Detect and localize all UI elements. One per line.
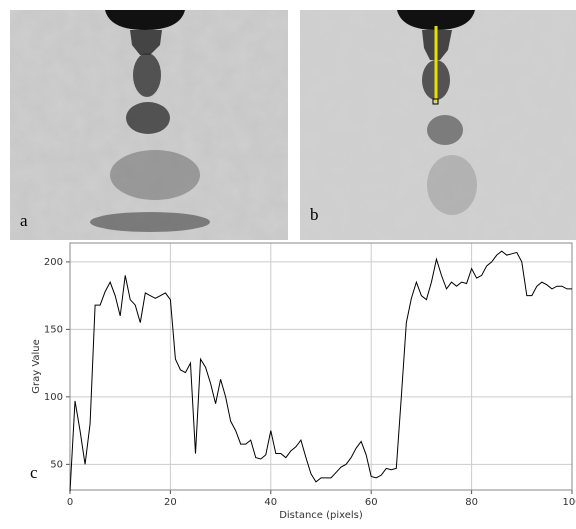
x-tick-label: 20	[164, 497, 177, 508]
x-tick-label: 80	[465, 497, 478, 508]
x-axis-label: Distance (pixels)	[279, 510, 363, 521]
photo-b: b	[300, 10, 576, 240]
photo-a: a	[10, 10, 288, 240]
y-tick-label: 50	[50, 459, 63, 470]
y-tick-label: 150	[44, 324, 63, 335]
line-chart: 50 100 150 200 0 20 40 60 80 100 Distance (pixels)…	[31, 242, 576, 521]
panel-label: c	[30, 463, 38, 482]
panel-label: b	[310, 205, 319, 224]
x-tick-label: 0	[67, 497, 73, 508]
x-tick-label: 60	[365, 497, 378, 508]
x-tick-label: 100	[562, 497, 576, 508]
x-tick-label: 40	[264, 497, 277, 508]
y-tick-label: 200	[44, 257, 63, 268]
data-line	[69, 250, 572, 492]
y-axis-label: Gray Value	[31, 339, 42, 394]
plot-frame	[69, 242, 573, 491]
y-tick-label: 100	[44, 392, 63, 403]
panel-label: a	[20, 211, 28, 230]
